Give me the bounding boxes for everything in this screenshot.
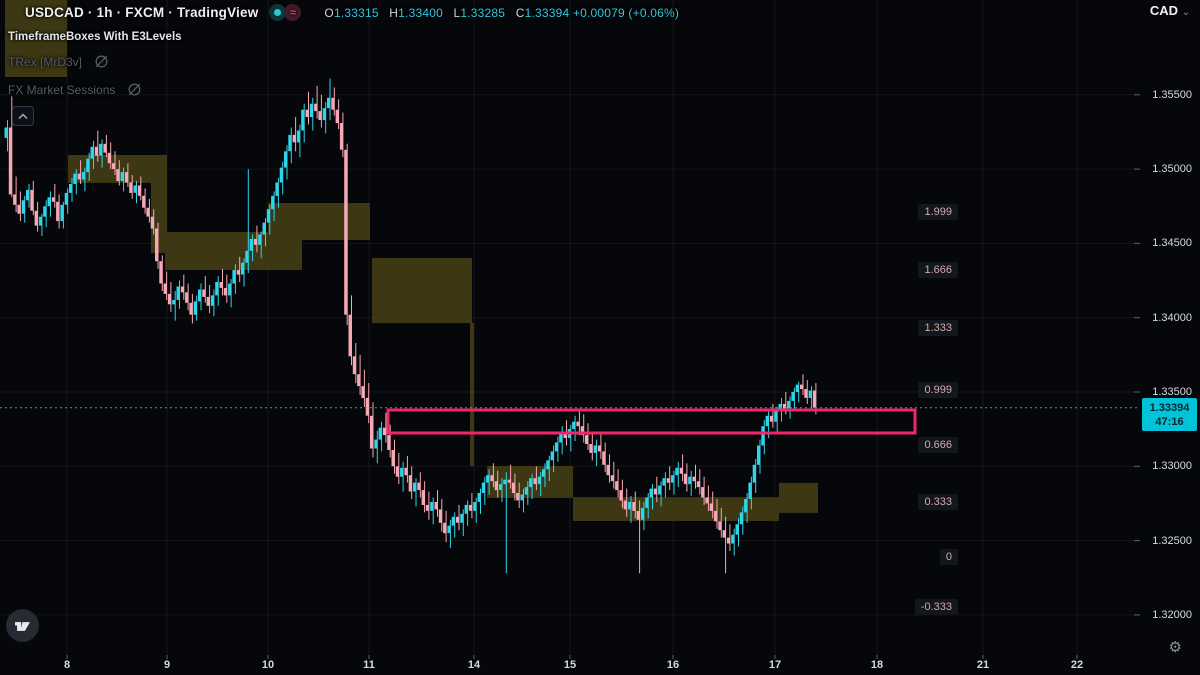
axis-settings-gear-icon[interactable]: ⚙ (1168, 639, 1182, 656)
level-label: 1.333 (918, 319, 958, 336)
legend-title-row: USDCAD · 1h · FXCM · TradingView ≈ O1.33… (25, 4, 679, 21)
live-data-icon[interactable] (269, 4, 287, 21)
legend-row-timeframeboxes[interactable]: TimeframeBoxes With E3Levels (8, 31, 182, 43)
chevron-down-icon: ⌄ (1181, 7, 1191, 18)
symbol-title[interactable]: USDCAD · 1h · FXCM · TradingView (25, 5, 259, 20)
price-tick-label: 1.32500 (1152, 534, 1192, 547)
delayed-data-icon[interactable]: ≈ (284, 4, 302, 21)
time-axis[interactable]: 8 9 10 11 14 15 16 17 18 21 22 (0, 655, 1200, 675)
time-tick-label: 14 (467, 659, 481, 671)
data-status-badges: ≈ (269, 4, 302, 21)
last-price-badge: 1.33394 47:16 (1142, 397, 1197, 431)
ohlc-low-value: 1.33285 (460, 5, 506, 20)
eye-hidden-icon[interactable] (94, 54, 109, 69)
last-price-value: 1.33394 (1149, 401, 1190, 414)
level-label: -0.333 (914, 599, 958, 616)
time-tick-label: 11 (363, 659, 375, 671)
price-tick-label: 1.33500 (1152, 386, 1192, 398)
time-tick-label: 17 (768, 659, 782, 671)
ohlc-change-value: +0.00079 (+0.06%) (572, 5, 680, 20)
price-tick-label: 1.32000 (1152, 608, 1192, 621)
tradingview-mark-icon (15, 622, 30, 631)
collapse-legend-button[interactable] (12, 106, 34, 126)
time-tick-label: 16 (666, 659, 680, 671)
level-label: 0.333 (918, 493, 958, 510)
time-tick-label: 10 (261, 659, 275, 671)
legend-row-trex[interactable]: TRex [MrD3v] (8, 54, 109, 69)
timeframe-boxes (5, 0, 818, 521)
candlesticks (4, 78, 817, 574)
level-label: 1.999 (918, 204, 958, 221)
price-tick-label: 1.33000 (1152, 460, 1192, 473)
level-label: 1.666 (918, 261, 958, 278)
level-label: 0 (939, 548, 958, 565)
time-tick-label: 8 (63, 659, 71, 671)
time-tick-label: 21 (976, 659, 990, 671)
bar-countdown: 47:16 (1155, 415, 1184, 428)
axis-tick-marks (66, 94, 1140, 659)
time-tick-label: 15 (563, 659, 577, 671)
eye-hidden-icon[interactable] (127, 82, 142, 97)
time-tick-label: 22 (1070, 659, 1084, 671)
indicator-label: FX Market Sessions (8, 82, 116, 97)
indicator-label: TRex [MrD3v] (8, 54, 83, 69)
ohlc-close-label: C (515, 5, 525, 20)
level-label: 0.999 (918, 382, 958, 399)
price-axis[interactable]: CAD ⌄ 1.35500 1.35000 1.34500 1.34000 1.3350… (1140, 0, 1200, 656)
live-dot-icon (274, 9, 282, 16)
ohlc-open-label: O (324, 5, 334, 20)
supply-zone-box[interactable] (386, 408, 917, 435)
ohlc-high-value: 1.33400 (398, 5, 443, 20)
price-tick-label: 1.35000 (1152, 163, 1192, 176)
gridlines (0, 0, 1140, 655)
indicator-label: TimeframeBoxes With E3Levels (8, 31, 182, 43)
legend-row-fx-sessions[interactable]: FX Market Sessions (8, 82, 142, 97)
chevron-up-icon (18, 113, 28, 120)
price-tick-label: 1.35500 (1152, 88, 1192, 101)
price-tick-label: 1.34500 (1152, 237, 1192, 250)
time-tick-label: 18 (870, 659, 884, 671)
time-tick-label: 9 (163, 659, 171, 671)
price-tick-label: 1.34000 (1152, 311, 1192, 324)
currency-label: CAD (1149, 3, 1179, 18)
level-label: 0.666 (918, 437, 958, 454)
ohlc-high-label: H (389, 5, 399, 20)
ohlc-open-value: 1.33315 (333, 5, 379, 20)
tradingview-logo[interactable] (6, 609, 39, 642)
ohlc-readout: O1.33315 H1.33400 L1.33285 C1.33394 +0.0… (317, 6, 679, 20)
ohlc-close-value: 1.33394 (524, 5, 570, 20)
ohlc-low-label: L (453, 5, 461, 20)
currency-dropdown[interactable]: CAD ⌄ (1140, 3, 1200, 18)
